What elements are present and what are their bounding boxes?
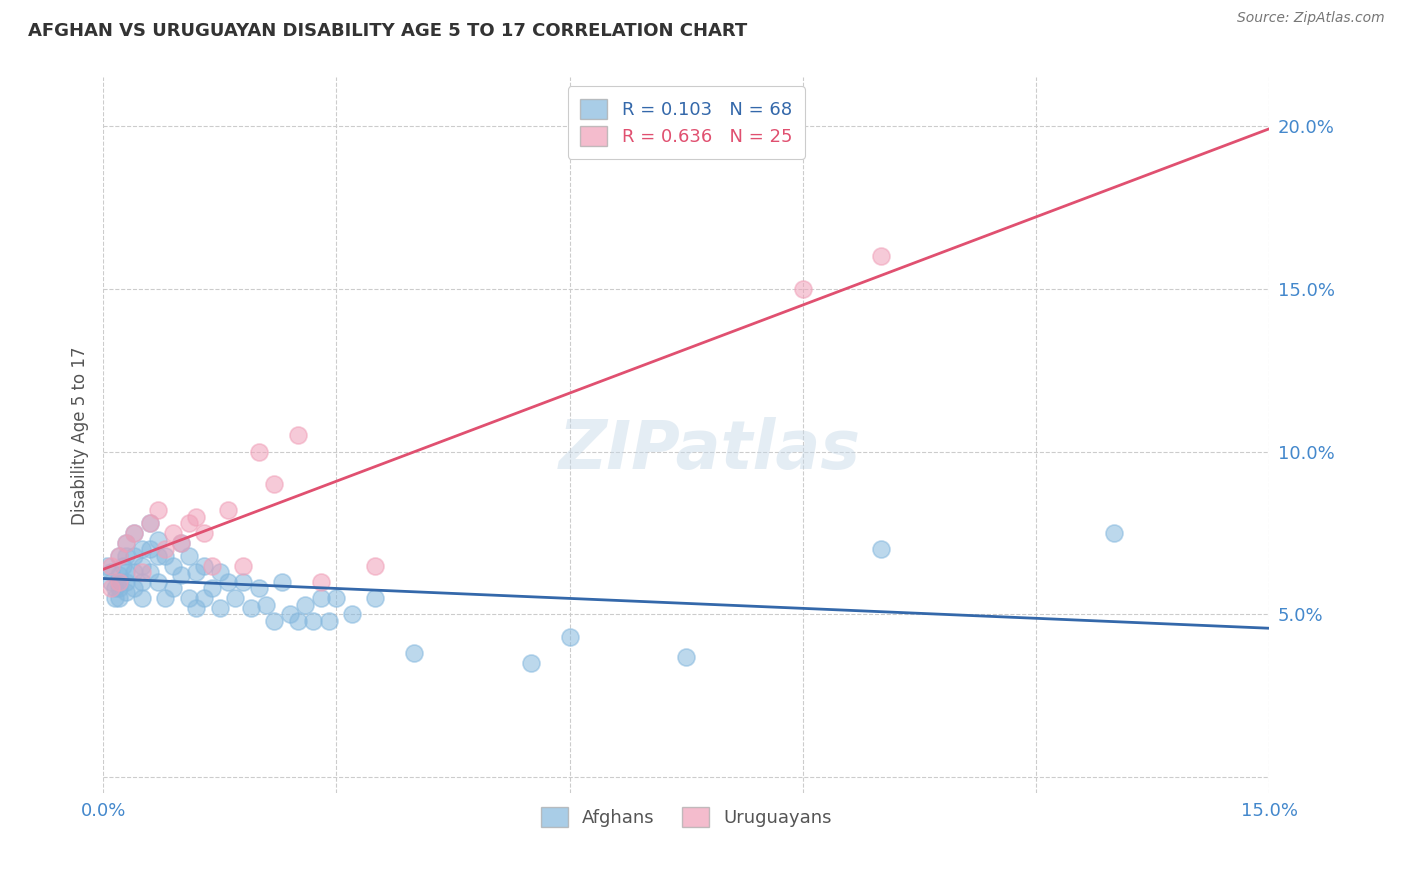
Point — [146, 533, 169, 547]
Point — [131, 558, 153, 573]
Point — [364, 591, 387, 606]
Point — [131, 565, 153, 579]
Point — [139, 565, 162, 579]
Point — [115, 549, 138, 563]
Point — [115, 584, 138, 599]
Point — [869, 249, 891, 263]
Point — [232, 558, 254, 573]
Point — [139, 542, 162, 557]
Point — [107, 549, 129, 563]
Point — [340, 607, 363, 622]
Point — [217, 503, 239, 517]
Point — [186, 600, 208, 615]
Point — [115, 535, 138, 549]
Point — [170, 568, 193, 582]
Point — [869, 542, 891, 557]
Text: AFGHAN VS URUGUAYAN DISABILITY AGE 5 TO 17 CORRELATION CHART: AFGHAN VS URUGUAYAN DISABILITY AGE 5 TO … — [28, 22, 748, 40]
Point — [100, 582, 122, 596]
Point — [162, 526, 184, 541]
Point — [115, 574, 138, 589]
Point — [278, 607, 301, 622]
Point — [217, 574, 239, 589]
Point — [520, 656, 543, 670]
Point — [155, 542, 177, 557]
Point — [309, 574, 332, 589]
Point — [193, 558, 215, 573]
Point — [131, 542, 153, 557]
Text: ZIPatlas: ZIPatlas — [558, 417, 860, 483]
Point — [155, 549, 177, 563]
Point — [193, 591, 215, 606]
Point — [162, 582, 184, 596]
Point — [309, 591, 332, 606]
Text: Source: ZipAtlas.com: Source: ZipAtlas.com — [1237, 11, 1385, 25]
Point — [287, 428, 309, 442]
Point — [1102, 526, 1125, 541]
Y-axis label: Disability Age 5 to 17: Disability Age 5 to 17 — [72, 346, 89, 524]
Point — [186, 509, 208, 524]
Point — [170, 535, 193, 549]
Point — [107, 591, 129, 606]
Point — [558, 630, 581, 644]
Point — [107, 549, 129, 563]
Point — [208, 600, 231, 615]
Point — [325, 591, 347, 606]
Legend: Afghans, Uruguayans: Afghans, Uruguayans — [533, 800, 839, 834]
Point — [155, 591, 177, 606]
Point — [122, 526, 145, 541]
Point — [104, 591, 127, 606]
Point — [404, 647, 426, 661]
Point — [115, 565, 138, 579]
Point — [232, 574, 254, 589]
Point — [107, 568, 129, 582]
Point — [254, 598, 277, 612]
Point — [675, 649, 697, 664]
Point — [177, 516, 200, 531]
Point — [263, 614, 285, 628]
Point — [146, 549, 169, 563]
Point — [247, 444, 270, 458]
Point — [186, 565, 208, 579]
Point — [177, 549, 200, 563]
Point — [318, 614, 340, 628]
Point — [170, 535, 193, 549]
Point — [111, 558, 134, 573]
Point — [294, 598, 316, 612]
Point — [100, 574, 122, 589]
Point — [139, 516, 162, 531]
Point — [162, 558, 184, 573]
Point — [100, 565, 122, 579]
Point — [122, 565, 145, 579]
Point — [177, 591, 200, 606]
Point — [107, 582, 129, 596]
Point — [104, 582, 127, 596]
Point — [139, 516, 162, 531]
Point — [239, 600, 262, 615]
Point — [115, 535, 138, 549]
Point — [224, 591, 246, 606]
Point — [364, 558, 387, 573]
Point — [302, 614, 325, 628]
Point — [107, 574, 129, 589]
Point — [131, 591, 153, 606]
Point — [287, 614, 309, 628]
Point — [247, 582, 270, 596]
Point — [122, 582, 145, 596]
Point — [131, 574, 153, 589]
Point — [792, 282, 814, 296]
Point — [263, 477, 285, 491]
Point — [100, 558, 122, 573]
Point — [146, 574, 169, 589]
Point — [208, 565, 231, 579]
Point — [122, 549, 145, 563]
Point — [96, 558, 118, 573]
Point — [193, 526, 215, 541]
Point — [201, 558, 224, 573]
Point — [271, 574, 294, 589]
Point — [146, 503, 169, 517]
Point — [107, 574, 129, 589]
Point — [122, 526, 145, 541]
Point — [201, 582, 224, 596]
